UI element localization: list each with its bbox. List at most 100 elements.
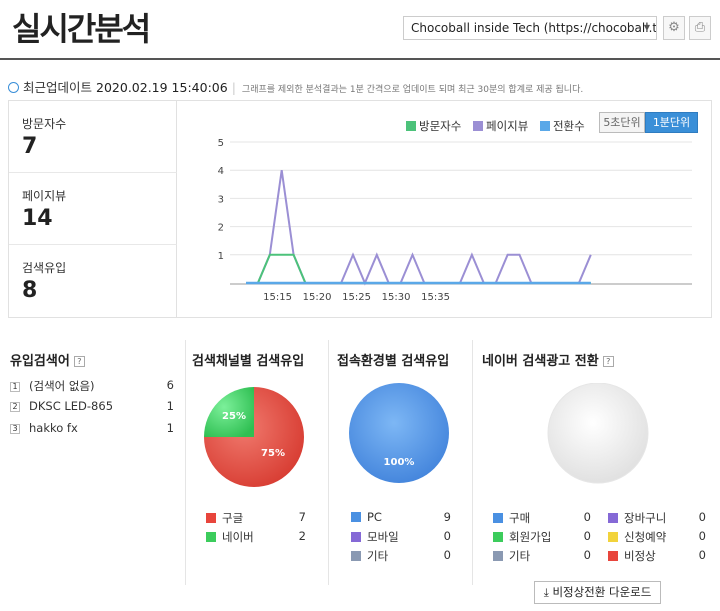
pie-label: 25% [222,411,246,422]
keyword-count: 6 [166,378,174,392]
pie-slice-naver [204,387,254,437]
update-row: 최근업데이트 2020.02.19 15:40:06 | 그래프를 제외한 분석결과는… [8,77,583,96]
print-icon[interactable]: ⎙ [689,16,711,40]
legend-label: 모바일 [367,530,399,544]
download-icon: ⤓ [543,585,553,599]
gear-icon[interactable]: ⚙ [663,16,685,40]
keywords-title: 유입검색어? [10,350,85,369]
help-icon[interactable]: ? [73,356,85,367]
naver-title: 네이버 검색광고 전환? [482,350,614,369]
legend-label: PC [367,510,382,524]
legend-swatch [539,121,550,131]
keyword-count: 1 [166,399,174,413]
legend-label: 장바구니 [624,511,667,525]
download-label: 비정상전환 다운로드 [552,585,652,599]
env-pie: 100% [349,383,449,483]
env-title: 접속환경별 검색유입 [337,354,450,369]
legend-mobile: 모바일 0 [351,529,451,545]
interval-1m-button[interactable]: 1분단위 [645,112,698,133]
pie-empty [547,383,649,484]
legend-google: 구글 7 [206,510,306,526]
stat-value: 14 [22,206,53,231]
legend-visitors: 방문자수 [419,119,462,133]
list-item: 1 (검색어 없음) 6 [10,378,174,394]
chevron-down-icon: ▼ [643,23,650,32]
x-tick-label: 15:25 [342,292,371,303]
legend-reservation: 신청예약 0 [608,529,706,545]
legend-etc: 기타 0 [493,548,591,564]
rank-badge: 2 [10,402,20,412]
legend-label: 구매 [509,511,531,525]
legend-count: 0 [583,510,591,524]
legend-swatch [206,532,216,542]
y-tick-label: 4 [218,166,224,177]
legend-label: 비정상 [624,549,656,563]
chart-legend: 방문자수 페이지뷰 전환수 [398,118,585,134]
legend-naver: 네이버 2 [206,529,306,545]
legend-swatch [351,551,361,561]
legend-pageviews: 페이지뷰 [485,119,529,133]
legend-cart: 장바구니 0 [608,510,706,526]
legend-swatch [472,121,483,131]
channel-title: 검색채널별 검색유입 [192,354,305,369]
update-time: 2020.02.19 15:40:06 [96,80,228,95]
x-tick-label: 15:30 [382,292,411,303]
y-tick-label: 5 [218,138,224,149]
keyword-count: 1 [166,421,174,435]
pie-label: 100% [384,457,415,468]
divider [472,340,473,585]
legend-swatch [608,513,618,523]
keyword-text: hakko fx [29,421,78,435]
stat-label: 페이지뷰 [22,189,67,203]
legend-count: 9 [443,510,451,524]
legend-count: 0 [443,548,451,562]
legend-count: 0 [698,548,706,562]
list-item: 2 DKSC LED-865 1 [10,399,174,413]
legend-signup: 회원가입 0 [493,529,591,545]
stat-value: 8 [22,278,38,303]
stat-pageviews: 페이지뷰 14 [9,173,177,245]
pie-slice-pc [349,383,449,483]
legend-swatch [608,551,618,561]
legend-conversions: 전환수 [552,119,585,133]
legend-swatch [493,551,503,561]
naver-title-text: 네이버 검색광고 전환 [482,354,599,369]
stat-search: 검색유입 8 [9,245,177,318]
legend-label: 회원가입 [509,530,552,544]
site-select[interactable]: Chocoball inside Tech (https://chocoball… [403,16,657,40]
legend-abnormal: 비정상 0 [608,548,706,564]
stat-value: 7 [22,134,38,159]
legend-label: 네이버 [222,530,254,544]
header-divider [0,58,720,60]
legend-pc: PC 9 [351,510,451,524]
keyword-text: (검색어 없음) [29,379,95,393]
rank-badge: 1 [10,382,20,392]
download-button[interactable]: ⤓ 비정상전환 다운로드 [534,581,661,604]
page-title: 실시간분석 [12,10,151,48]
legend-swatch [351,532,361,542]
legend-swatch [608,532,618,542]
stat-label: 방문자수 [22,117,67,131]
legend-label: 구글 [222,511,244,525]
list-item: 3 hakko fx 1 [10,421,174,435]
legend-count: 0 [698,510,706,524]
y-tick-label: 1 [218,251,224,262]
legend-label: 기타 [367,549,389,563]
legend-other: 기타 0 [351,548,451,564]
help-icon[interactable]: ? [602,356,614,367]
legend-label: 신청예약 [624,530,667,544]
site-select-value: Chocoball inside Tech (https://chocoball… [411,21,657,35]
legend-count: 2 [298,529,306,543]
update-note: 그래프를 제외한 분석결과는 1분 간격으로 업데이트 되며 최근 30분의 합… [241,85,584,95]
x-tick-label: 15:20 [303,292,332,303]
naver-pie [547,383,649,484]
stat-visitors: 방문자수 7 [9,101,177,173]
stat-label: 검색유입 [22,261,67,275]
legend-count: 0 [583,529,591,543]
y-tick-label: 3 [218,194,224,205]
legend-count: 7 [298,510,306,524]
divider [185,340,186,585]
interval-5s-button[interactable]: 5초단위 [599,112,645,133]
update-label: 최근업데이트 [23,80,93,95]
